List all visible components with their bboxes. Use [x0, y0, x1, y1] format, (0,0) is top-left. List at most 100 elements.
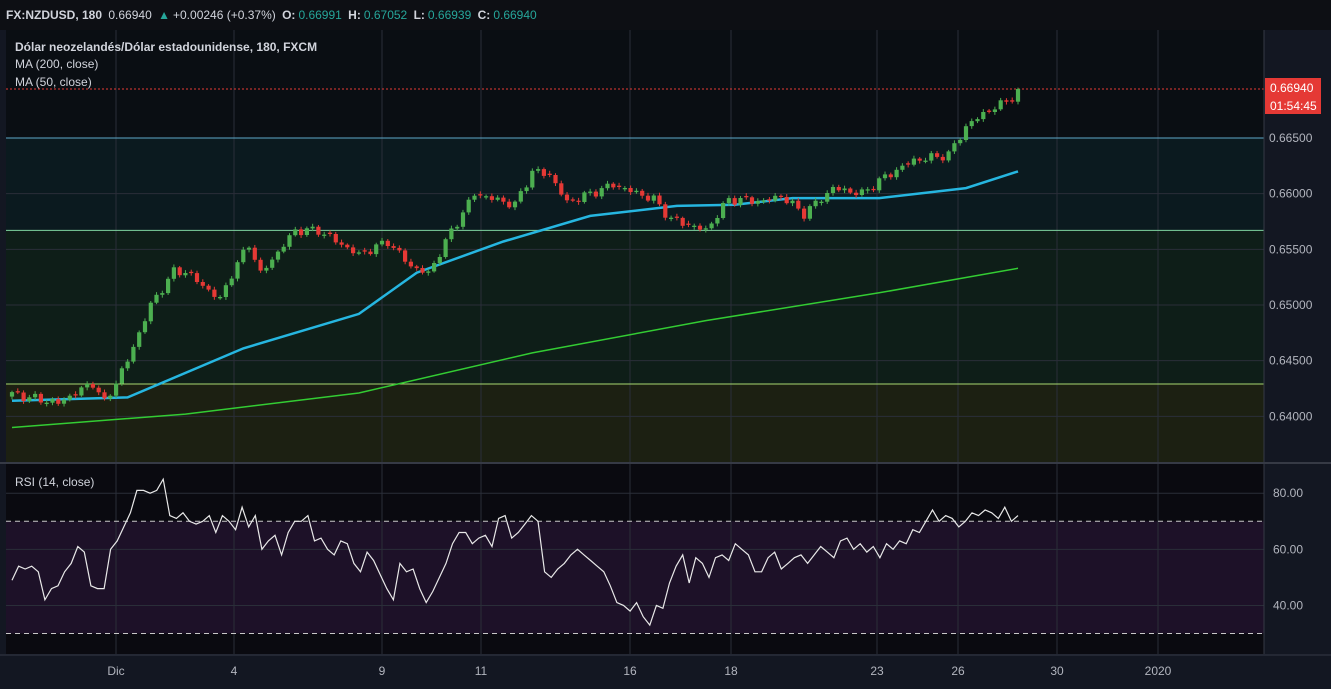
candle-body [888, 174, 893, 178]
candle-body [316, 226, 321, 235]
candle-body [275, 251, 281, 260]
candle-body [102, 392, 107, 399]
ma50-legend[interactable]: MA (50, close) [15, 75, 92, 89]
candle-body [524, 187, 529, 192]
candle-body [958, 139, 963, 144]
candle-body [322, 234, 327, 236]
candle-body [564, 194, 570, 201]
candle-body [1010, 100, 1015, 102]
price-badge: 0.66940 01:54:45 [1265, 78, 1321, 114]
candle-body [432, 263, 437, 272]
candle-body [443, 239, 448, 257]
candle-body [657, 195, 662, 205]
candle-body [900, 165, 905, 170]
price-axis-label: 0.66500 [1269, 131, 1313, 145]
candle-body [403, 250, 408, 262]
symbol-name[interactable]: FX:NZDUSD, 180 [6, 8, 103, 22]
candle-body [79, 387, 84, 396]
candle-body [813, 200, 818, 207]
candle-body [819, 201, 824, 203]
candle-body [460, 212, 466, 227]
candle-body [559, 183, 564, 195]
candle-body [859, 189, 864, 195]
candle-body [270, 259, 275, 268]
candle-body [507, 201, 512, 208]
candle-body [929, 153, 934, 161]
candle-body [645, 195, 651, 201]
candle-body [894, 169, 899, 178]
candle-body [663, 204, 668, 218]
candle-body [85, 384, 90, 388]
price-band-middle [6, 230, 1264, 385]
candle-body [368, 251, 373, 255]
candle-body [553, 175, 558, 184]
candle-body [576, 200, 581, 202]
candle-body [96, 387, 101, 393]
candle-body [917, 158, 922, 161]
price-axis-label: 0.64500 [1269, 354, 1313, 368]
candle-body [362, 250, 367, 252]
candle-body [674, 216, 679, 218]
candle-body [9, 392, 15, 397]
candle-body [114, 383, 119, 396]
candle-body [177, 267, 182, 276]
candle-body [131, 346, 136, 362]
candle-body [472, 195, 477, 200]
candle-body [310, 226, 315, 229]
candle-body [836, 187, 841, 191]
candle-body [935, 153, 940, 157]
candle-body [241, 249, 246, 263]
candle-body [252, 247, 257, 260]
price-badge-value: 0.66940 [1270, 81, 1314, 95]
candle-body [692, 225, 697, 227]
rsi-axis-label: 80.00 [1273, 486, 1303, 500]
price-axis-label: 0.65000 [1269, 298, 1313, 312]
chart-title: Dólar neozelandés/Dólar estadounidense, … [15, 40, 317, 54]
candle-body [142, 321, 148, 333]
candle-body [981, 112, 986, 120]
candle-body [992, 109, 997, 112]
candle-body [287, 235, 292, 247]
candle-body [189, 271, 194, 274]
candle-body [738, 198, 743, 205]
candle-body [975, 119, 980, 122]
candle-body [183, 273, 188, 276]
low-value: 0.66939 [427, 8, 472, 22]
rsi-axis-label: 40.00 [1273, 598, 1303, 612]
candle-body [715, 218, 720, 224]
candle-body [830, 187, 836, 193]
candle-body [154, 294, 159, 303]
close-label: C: [477, 8, 491, 22]
high-value: 0.67052 [363, 8, 408, 22]
symbol-header-bar: FX:NZDUSD, 180 0.66940 ▲ +0.00246 (+0.37%… [0, 0, 1331, 30]
candle-body [327, 232, 333, 234]
candle-body [790, 200, 795, 204]
candle-body [171, 267, 176, 279]
candle-body [703, 228, 708, 230]
candle-body [61, 399, 67, 404]
candle-body [651, 195, 656, 201]
candle-body [391, 246, 396, 248]
candle-body [194, 273, 200, 282]
rsi-legend[interactable]: RSI (14, close) [15, 475, 94, 489]
candle-body [484, 196, 489, 198]
candle-body [744, 196, 749, 198]
candle-body [281, 246, 286, 252]
candle-body [356, 252, 361, 254]
candle-body [911, 158, 916, 165]
candle-body [501, 197, 506, 202]
candle-body [877, 178, 882, 191]
change-arrow-icon: ▲ [158, 8, 170, 22]
candle-body [200, 282, 205, 286]
candle-body [351, 247, 356, 254]
candle-body [21, 392, 26, 401]
candle-body [206, 285, 211, 290]
ma200-legend[interactable]: MA (200, close) [15, 57, 98, 71]
candle-body [825, 193, 830, 202]
candle-body [599, 188, 604, 197]
candle-body [397, 247, 402, 251]
candle-body [611, 183, 616, 188]
candle-body [495, 197, 500, 200]
candle-body [784, 197, 789, 204]
